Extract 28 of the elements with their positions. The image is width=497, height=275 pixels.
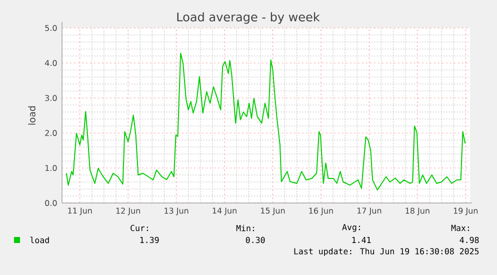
text: 1.39: [140, 236, 159, 244]
x-tick-label: 15 Jun: [261, 208, 285, 216]
x-tick-label: 16 Jun: [309, 208, 333, 216]
y-tick-label: 0.0: [45, 200, 57, 206]
text: Max:: [451, 224, 469, 232]
legend-label: load: [30, 236, 49, 244]
y-tick-label: 1.0: [45, 164, 57, 172]
y-tick-label: 2.0: [45, 130, 57, 136]
x-tick-label: 18 Jun: [406, 208, 430, 216]
x-tick-label: 12 Jun: [116, 208, 140, 216]
y-tick-label: 3.0: [45, 94, 57, 102]
x-tick-label: 14 Jun: [212, 208, 236, 216]
text: Min:: [236, 224, 254, 232]
x-tick-label: 13 Jun: [164, 208, 188, 216]
text: 4.98: [460, 236, 479, 244]
chart-title: Load average - by week: [177, 12, 320, 24]
x-tick-label: 11 Jun: [68, 208, 92, 216]
text: Last update: Thu Jun 19 16:30:08 2025: [294, 248, 479, 256]
text: 0.30: [246, 236, 265, 244]
y-tick-label: 5.0: [45, 24, 57, 32]
line-series: [66, 52, 466, 191]
y-axis-title: load: [28, 106, 36, 125]
x-tick-label: 19 Jun: [454, 208, 478, 216]
x-tick-label: 17 Jun: [357, 208, 382, 216]
text: Avg:: [342, 224, 360, 232]
text: Cur:: [130, 224, 148, 232]
y-tick-label: 4.0: [44, 60, 57, 66]
text: 1.41: [352, 236, 371, 243]
